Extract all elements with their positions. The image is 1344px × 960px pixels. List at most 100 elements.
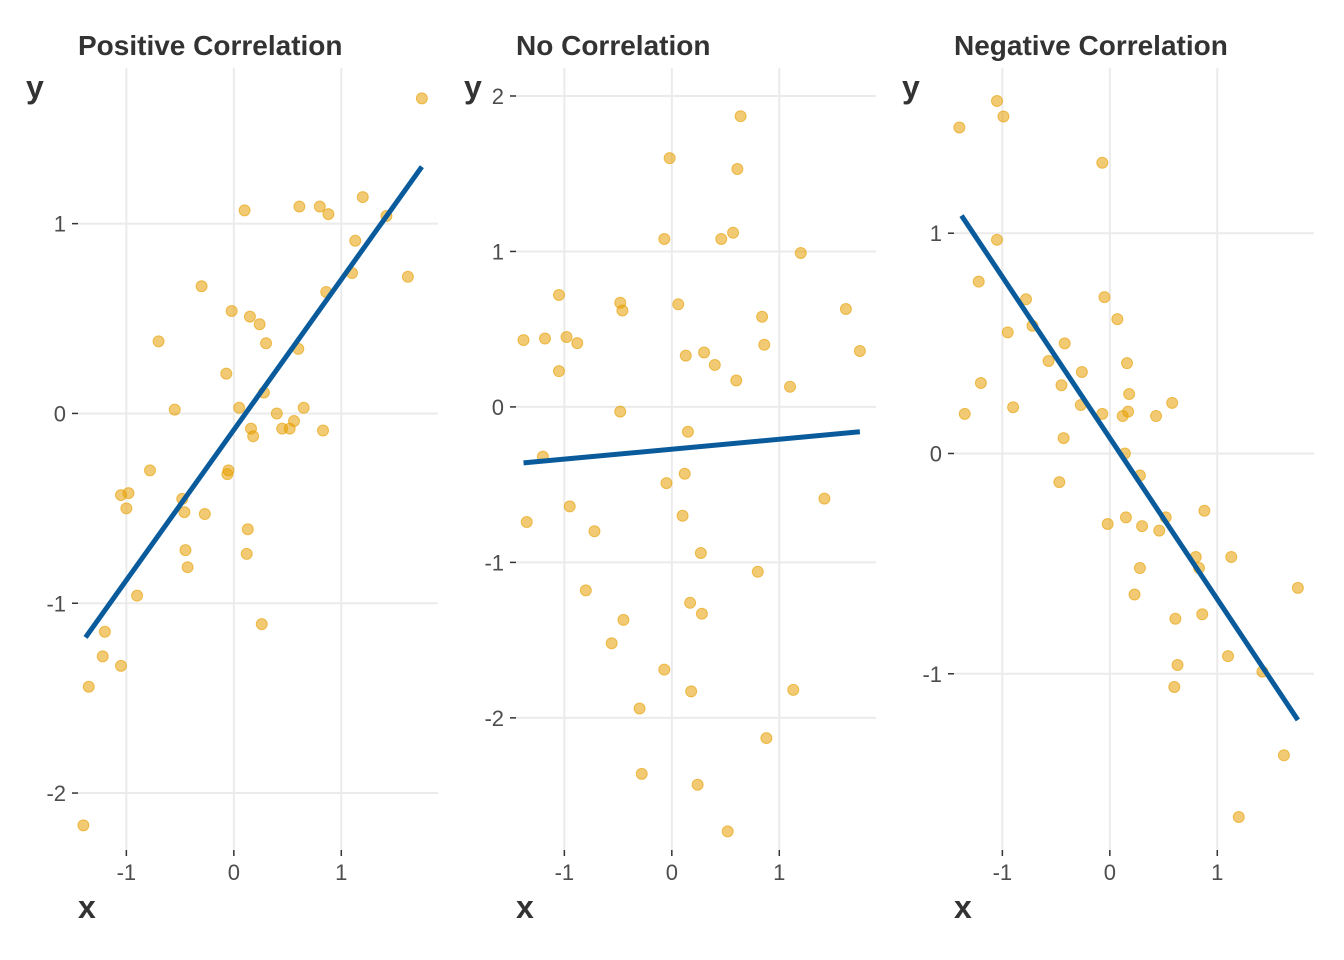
- x-tick-label: -1: [555, 860, 575, 885]
- scatter-point: [663, 152, 676, 165]
- scatter-point: [721, 825, 734, 838]
- scatter-point: [98, 625, 111, 638]
- scatter-point: [240, 547, 253, 560]
- scatter-point: [694, 547, 707, 560]
- scatter-point: [168, 403, 181, 416]
- scatter-point: [517, 334, 530, 347]
- scatter-point: [1057, 432, 1070, 445]
- scatter-point: [1101, 517, 1114, 530]
- y-tick-label: 0: [492, 395, 504, 420]
- scatter-point: [225, 304, 238, 317]
- x-tick-label: -1: [993, 860, 1013, 885]
- x-tick-label: 0: [1104, 860, 1116, 885]
- scatter-point: [579, 584, 592, 597]
- scatter-point: [1042, 354, 1055, 367]
- scatter-point: [243, 310, 256, 323]
- x-tick-label: 0: [228, 860, 240, 885]
- scatter-point: [617, 613, 630, 626]
- scatter-point: [635, 767, 648, 780]
- scatter-point: [1007, 401, 1020, 414]
- scatter-point: [756, 310, 769, 323]
- scatter-point: [1001, 326, 1014, 339]
- x-tick-label: 1: [773, 860, 785, 885]
- x-tick-label: 1: [1211, 860, 1223, 885]
- scatter-point: [122, 487, 135, 500]
- scatter-point: [415, 92, 428, 105]
- y-tick-label: 0: [930, 441, 942, 466]
- x-axis-title: x: [954, 889, 972, 925]
- scatter-point: [1020, 293, 1032, 306]
- panel-positive-correlation: -1 0 1 -2 -1 0 1 Positive Correlation y x: [26, 30, 438, 925]
- scatter-point: [990, 233, 1003, 246]
- scatter-point: [787, 683, 800, 696]
- y-axis-title: y: [464, 69, 482, 105]
- y-tick-label: -1: [922, 662, 942, 687]
- scatter-point: [233, 401, 246, 414]
- scatter-point: [958, 407, 971, 420]
- scatter-point: [1222, 650, 1235, 663]
- scatter-point: [1166, 396, 1179, 409]
- scatter-point: [77, 819, 90, 832]
- scatter-point: [313, 200, 326, 213]
- scatter-point: [658, 233, 671, 246]
- x-tick-label: 1: [335, 860, 347, 885]
- scatter-point: [356, 191, 369, 204]
- scatter-point: [288, 415, 300, 428]
- y-tick-label: -1: [484, 550, 504, 575]
- panel-title: No Correlation: [516, 30, 710, 61]
- scatter-point: [731, 163, 744, 176]
- panel-no-correlation: -1 0 1 -2 -1 0 1 2 No Correlation y x: [464, 30, 876, 925]
- scatter-point: [144, 464, 156, 477]
- scatter-point: [758, 338, 771, 351]
- scatter-point: [322, 208, 335, 221]
- scatter-point: [1171, 658, 1184, 671]
- y-tick-label: -1: [46, 591, 66, 616]
- scatter-point: [1133, 562, 1146, 575]
- scatter-point: [695, 607, 708, 620]
- scatter-point: [520, 515, 533, 528]
- scatter-point: [730, 374, 743, 387]
- scatter-point: [1055, 379, 1068, 392]
- scatter-point: [1153, 524, 1166, 537]
- scatter-point: [293, 200, 306, 213]
- x-axis-title: x: [78, 889, 96, 925]
- scatter-point: [1122, 405, 1135, 418]
- scatter-point: [1123, 388, 1136, 401]
- panel-negative-correlation: -1 0 1 -1 0 1 Negative Correlation y x: [902, 30, 1314, 925]
- trend-line: [523, 429, 861, 466]
- scatter-point: [1096, 156, 1109, 169]
- scatter-point: [241, 523, 254, 536]
- scatter-point: [972, 275, 985, 288]
- y-tick-label: -2: [46, 781, 66, 806]
- scatter-point: [255, 618, 268, 631]
- scatter-point: [297, 401, 310, 414]
- scatter-point: [734, 110, 747, 123]
- panel-title: Negative Correlation: [954, 30, 1228, 61]
- scatter-point: [974, 377, 987, 390]
- scatter-point: [698, 346, 711, 359]
- y-tick-label: 0: [54, 401, 66, 426]
- scatter-point: [633, 702, 646, 715]
- scatter-point: [1121, 357, 1134, 370]
- x-tick-label: -1: [117, 860, 137, 885]
- scatter-point: [1111, 313, 1124, 326]
- x-tick-label: 0: [666, 860, 678, 885]
- scatter-point: [1058, 337, 1071, 350]
- scatter-point: [349, 234, 362, 247]
- scatter-point: [614, 405, 627, 418]
- scatter-point: [681, 425, 694, 438]
- scatter-point: [1225, 551, 1238, 564]
- scatter-point: [560, 330, 573, 343]
- scatter-point: [676, 509, 689, 522]
- scatter-point: [1291, 581, 1304, 594]
- scatter-point: [818, 492, 831, 505]
- scatter-point: [1128, 588, 1141, 601]
- scatter-point: [672, 298, 685, 311]
- y-tick-label: -2: [484, 706, 504, 731]
- trend-line: [959, 214, 1300, 722]
- y-tick-label: 1: [492, 239, 504, 264]
- x-axis-title: x: [516, 889, 534, 925]
- scatter-point: [1150, 410, 1163, 423]
